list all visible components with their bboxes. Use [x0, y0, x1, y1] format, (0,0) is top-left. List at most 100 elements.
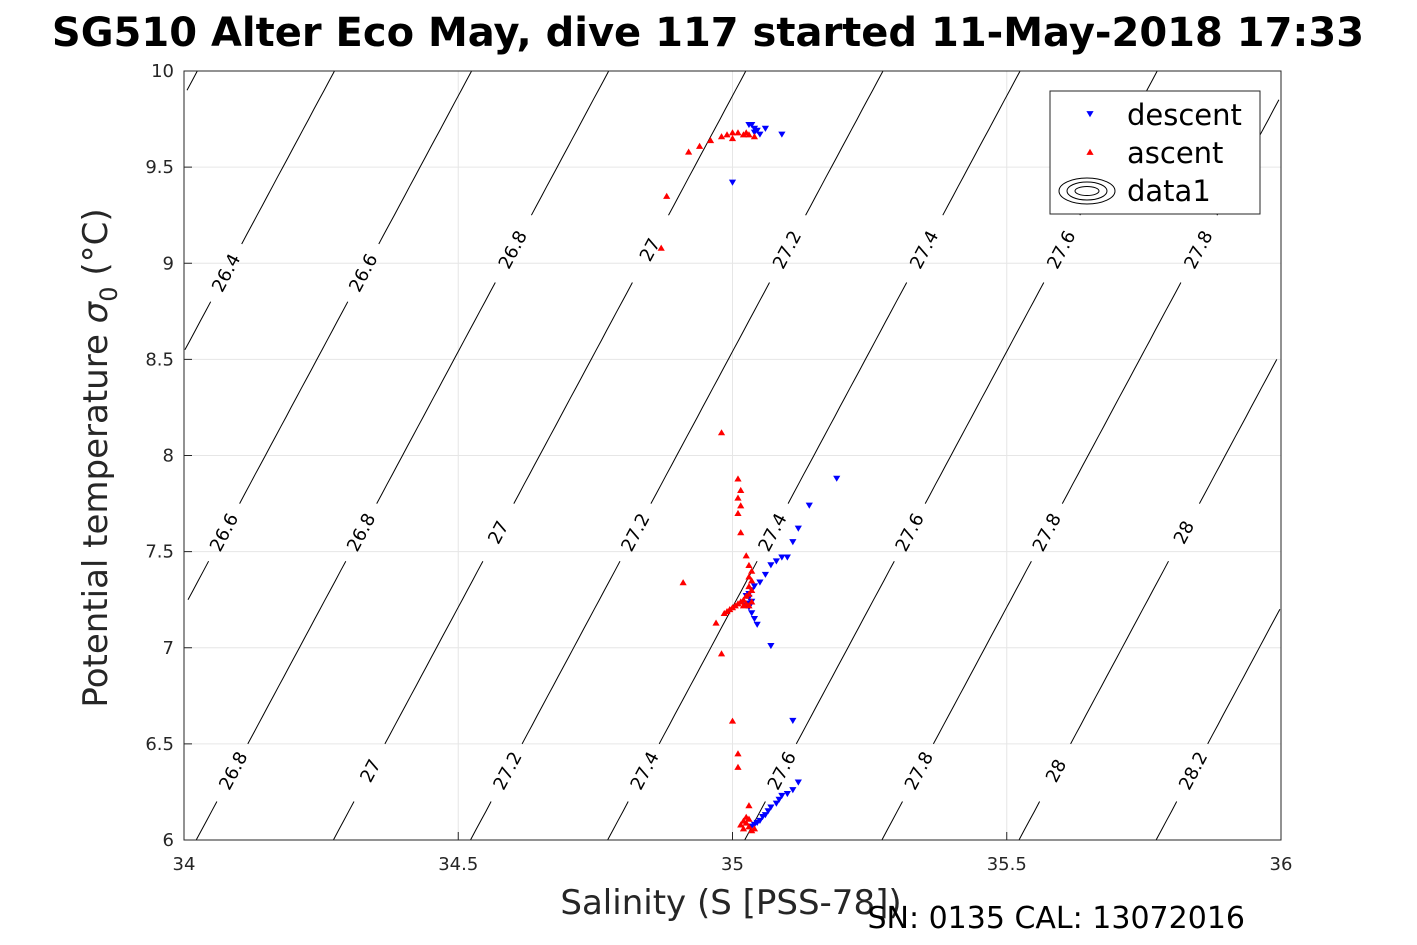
serial-calibration-note: SN: 0135 CAL: 13072016: [867, 901, 1245, 936]
contour-line: [881, 99, 1280, 841]
ascent-point: [717, 133, 726, 140]
ascent-point: [745, 802, 753, 809]
contour-label: 26.6: [206, 510, 243, 555]
ascent-point: [745, 602, 753, 609]
y-tick-label: 9: [163, 253, 174, 274]
legend-data1-label: data1: [1127, 174, 1211, 208]
descent-point: [789, 787, 797, 794]
y-axis-label-main: Potential temperature: [76, 323, 116, 707]
contour-label: 26.6: [345, 250, 382, 295]
contour-label: 27.6: [764, 748, 801, 793]
legend: descent ascent data1: [1049, 90, 1261, 215]
x-tick-label: 35.5: [987, 854, 1027, 875]
y-tick-label: 10: [151, 61, 174, 82]
descent-point: [778, 554, 786, 561]
ascent-point: [734, 494, 742, 501]
data-points: [657, 121, 841, 834]
ascent-point: [657, 244, 665, 251]
y-tick-label: 8.5: [145, 349, 174, 370]
contour-line: [332, 70, 747, 841]
x-tick-label: 34: [173, 854, 196, 875]
descent-point: [767, 804, 775, 811]
contour-label: 26.8: [215, 748, 252, 793]
descent-point: [761, 571, 770, 578]
ascent-point: [737, 529, 745, 536]
contour-label: 27.2: [769, 227, 806, 272]
descent-point: [789, 539, 797, 546]
ascent-point: [728, 717, 737, 724]
legend-contour-symbol: [1074, 186, 1100, 196]
descent-point: [728, 179, 737, 186]
y-tick-label: 7.5: [145, 542, 174, 563]
contour-label: 27.4: [754, 510, 791, 555]
axis-ticks: 34 34.5 35 35.5 36 6 6.5 7 7.5 8 8.5 9 9.5 10: [145, 61, 1292, 875]
descent-point: [794, 779, 802, 786]
descent-point: [748, 121, 756, 129]
descent-point: [778, 792, 786, 800]
contour-label: 27: [356, 756, 385, 786]
ascent-point: [734, 763, 742, 770]
ascent-point: [745, 815, 753, 822]
contour-label: 27.6: [891, 510, 928, 555]
ascent-point: [737, 502, 745, 509]
contour-label: 27.8: [1180, 227, 1217, 272]
contour-label: 28.2: [1175, 748, 1212, 793]
ascent-point: [685, 148, 693, 155]
descent-point: [756, 579, 764, 586]
ascent-point: [750, 133, 759, 140]
descent-point: [833, 475, 841, 482]
ascent-point: [717, 650, 726, 657]
ascent-point: [717, 429, 726, 436]
descent-point: [805, 502, 813, 509]
ascent-point: [720, 609, 728, 617]
contour-line: [184, 70, 335, 351]
chart-title: SG510 Alter Eco May, dive 117 started 11…: [52, 10, 1364, 56]
ascent-point: [663, 192, 671, 199]
x-axis-label: Salinity (S [PSS-78]): [560, 883, 901, 923]
ascent-point: [737, 821, 745, 828]
legend-ascent-marker: [1086, 148, 1094, 155]
ascent-point: [745, 582, 753, 590]
descent-point: [761, 125, 770, 132]
ascent-point: [748, 567, 756, 574]
contour-line: [1018, 359, 1278, 841]
contour-line: [195, 70, 610, 841]
ascent-point: [734, 475, 742, 482]
descent-point: [767, 642, 775, 650]
descent-point: [778, 131, 786, 138]
contour-label: 28: [1170, 518, 1199, 548]
y-axis-label: Potential temperature σ0 (°C): [76, 208, 123, 707]
contour-label: 27.4: [627, 748, 664, 793]
contour-line: [1155, 609, 1281, 841]
contour-label: 27.6: [1043, 227, 1080, 272]
ascent-point: [745, 823, 753, 830]
ascent-point: [745, 573, 753, 580]
contour-label: 27.4: [906, 227, 943, 272]
contour-label: 26.8: [343, 510, 380, 555]
ascent-point: [742, 819, 750, 826]
descent-point: [783, 554, 791, 561]
descent-point: [748, 610, 756, 617]
y-tick-label: 6: [163, 830, 174, 851]
ascent-point: [748, 586, 756, 593]
ascent-point: [734, 129, 742, 136]
y-tick-label: 7: [163, 638, 174, 659]
y-axis-label-group: Potential temperature σ0 (°C): [76, 208, 123, 707]
contour-line: [187, 70, 473, 600]
ascent-point: [748, 577, 756, 584]
contour-label: 28: [1042, 756, 1071, 786]
descent-point: [767, 562, 775, 569]
ascent-point: [742, 592, 750, 599]
descent-point: [764, 808, 772, 815]
contour-label: 27.8: [1029, 510, 1066, 555]
contour-label: 27.2: [617, 510, 654, 555]
descent-point: [753, 621, 761, 628]
contour-line: [186, 70, 198, 91]
ascent-point: [734, 750, 742, 757]
x-tick-label: 36: [1270, 854, 1293, 875]
y-tick-label: 9.5: [145, 157, 174, 178]
legend-box: [1049, 90, 1261, 215]
ascent-point: [748, 598, 756, 605]
legend-contour-symbol: [1058, 177, 1116, 205]
ascent-point: [679, 579, 687, 586]
